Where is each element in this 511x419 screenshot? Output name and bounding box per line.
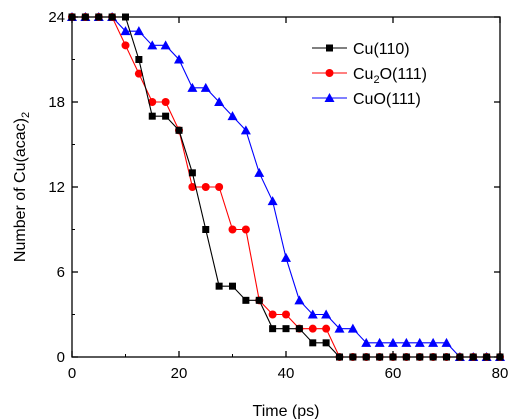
data-point-cuo-111	[133, 26, 144, 36]
x-tick-label: 60	[385, 365, 402, 382]
data-point-cuo-111	[414, 337, 425, 347]
data-point-cuo-111	[160, 40, 171, 50]
data-point-cu2o-111	[241, 225, 250, 234]
data-point-cu2o-111	[215, 183, 224, 191]
data-point-cu2o-111	[322, 324, 331, 333]
data-point-cuo-111	[254, 167, 265, 177]
data-point-cu-110	[229, 282, 236, 290]
data-point-cuo-111	[200, 82, 211, 92]
data-point-cuo-111	[347, 323, 358, 333]
data-point-cu-110	[148, 112, 156, 120]
data-point-cu2o-111	[188, 183, 197, 191]
y-axis-title-base: Number of Cu(acac)	[12, 118, 29, 262]
legend-label: Cu(110)	[353, 41, 410, 58]
data-point-cuo-111	[187, 82, 198, 92]
data-point-cuo-111	[214, 97, 225, 106]
data-point-cuo-111	[240, 125, 251, 135]
legend-label: Cu2O(111)	[353, 66, 427, 86]
data-point-cu2o-111	[134, 69, 143, 78]
series-cu2o-111	[68, 13, 504, 361]
data-point-cuo-111	[321, 309, 332, 319]
data-point-cu-110	[188, 169, 196, 177]
data-point-cuo-111	[388, 337, 398, 347]
data-point-cuo-111	[294, 295, 305, 305]
legend: Cu(110) Cu2O(111) CuO(111)	[312, 41, 427, 108]
data-point-cu-110	[175, 126, 183, 134]
data-point-cu2o-111	[148, 98, 157, 106]
data-point-cu2o-111	[228, 225, 237, 234]
data-point-cu-110	[269, 325, 277, 333]
y-tick-label: 6	[57, 264, 65, 281]
data-point-cu2o-111	[268, 310, 277, 319]
data-point-cuo-111	[281, 252, 291, 262]
series-line-cu2o-111	[72, 16, 500, 358]
data-point-cuo-111	[307, 309, 318, 319]
y-tick-label: 18	[48, 94, 65, 111]
data-point-cu2o-111	[161, 98, 170, 106]
data-point-cu-110	[215, 282, 223, 290]
data-point-cu2o-111	[121, 41, 130, 50]
data-point-cu-110	[135, 56, 143, 63]
data-point-cuo-111	[227, 111, 238, 121]
legend-marker	[324, 93, 335, 102]
data-point-cu-110	[202, 226, 210, 233]
data-point-cuo-111	[374, 337, 385, 347]
data-point-cuo-111	[334, 323, 345, 333]
data-point-cuo-111	[267, 196, 278, 206]
y-tick-label: 0	[57, 349, 65, 366]
data-point-cu2o-111	[308, 324, 317, 333]
series-cu-110	[68, 13, 504, 361]
data-point-cu-110	[322, 339, 330, 347]
axis-ticks: 0 20 40 60 80 0 6 12 18 24	[48, 9, 508, 382]
data-point-cuo-111	[147, 40, 158, 50]
x-axis-title: Time (ps)	[253, 403, 320, 419]
y-axis-title-subscript: 2	[20, 112, 32, 118]
data-point-cu-110	[282, 325, 290, 333]
legend-item-cu-110: Cu(110)	[312, 41, 410, 58]
data-point-cu-110	[309, 339, 317, 347]
data-point-cu-110	[242, 296, 250, 304]
x-tick-label: 20	[171, 365, 188, 382]
legend-marker	[325, 69, 334, 77]
y-tick-label: 24	[48, 9, 65, 26]
x-tick-label: 40	[278, 365, 295, 382]
plot-marks	[67, 12, 505, 361]
data-point-cu2o-111	[201, 183, 210, 191]
legend-label: CuO(111)	[353, 91, 421, 108]
data-point-cuo-111	[428, 337, 439, 347]
data-point-cu-110	[255, 296, 263, 304]
data-point-cuo-111	[441, 337, 452, 347]
x-tick-label: 0	[68, 365, 76, 382]
data-point-cuo-111	[120, 26, 131, 36]
legend-item-cuo-111: CuO(111)	[312, 91, 421, 108]
legend-item-cu2o-111: Cu2O(111)	[312, 66, 427, 86]
series-cuo-111	[67, 12, 505, 361]
data-point-cuo-111	[401, 337, 412, 347]
data-point-cuo-111	[174, 54, 184, 64]
data-point-cu-110	[162, 112, 170, 120]
x-tick-label: 80	[492, 365, 509, 382]
data-point-cuo-111	[361, 337, 372, 347]
legend-marker	[326, 44, 333, 52]
data-point-cu2o-111	[282, 310, 290, 319]
y-axis-title: Number of Cu(acac)2	[12, 112, 32, 262]
y-tick-label: 12	[48, 179, 65, 196]
data-point-cu-110	[295, 325, 303, 333]
